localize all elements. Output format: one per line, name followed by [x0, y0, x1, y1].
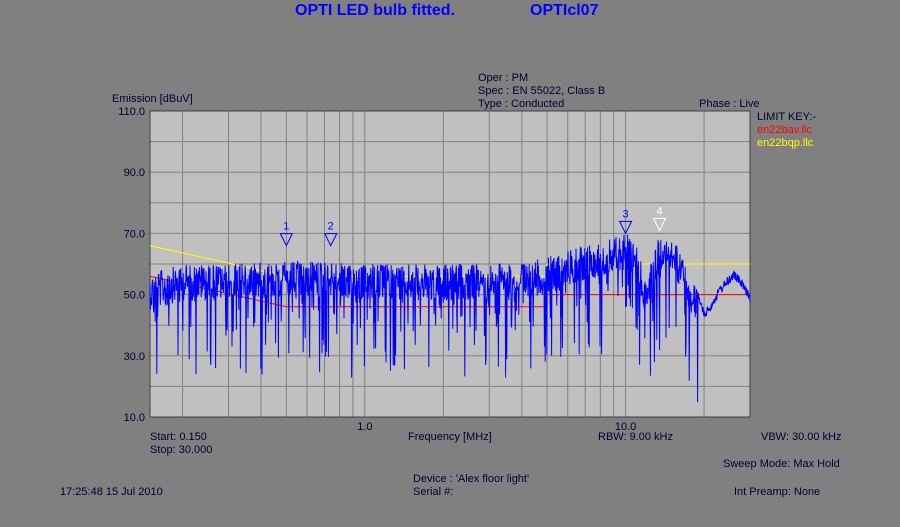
emission-trace	[149, 234, 751, 403]
oper-text: Oper : PM	[478, 72, 529, 84]
marker-3: 3	[618, 208, 633, 235]
file-id: OPTIcl07	[530, 2, 599, 19]
y-tick-label: 90.0	[124, 167, 145, 179]
rbw-text: RBW: 9.00 kHz	[598, 431, 673, 443]
type-text: Type : Conducted	[478, 98, 565, 110]
markers: 1 2 3 4	[279, 205, 667, 247]
limit-key-qp: en22bqp.llc	[757, 137, 814, 149]
sweep-mode: Sweep Mode: Max Hold	[723, 458, 840, 470]
marker-triangle	[618, 220, 633, 235]
marker-4: 4	[652, 205, 667, 232]
y-tick-label: 70.0	[124, 228, 145, 240]
spec-text: Spec : EN 55022, Class B	[478, 85, 606, 97]
timestamp: 17:25:48 15 Jul 2010	[60, 486, 163, 498]
x-tick-label: 1.0	[357, 421, 372, 433]
y-tick-label: 10.0	[124, 412, 145, 424]
y-tick-label: 30.0	[124, 351, 145, 363]
y-axis-label: Emission [dBuV]	[112, 93, 193, 105]
x-tick-label: 10.0	[615, 421, 636, 433]
phase-text: Phase : Live	[699, 98, 760, 110]
marker-2: 2	[323, 221, 338, 247]
grid	[149, 110, 751, 418]
marker-triangle	[323, 233, 338, 247]
trace-layer	[149, 234, 751, 403]
chart-title: OPTI LED bulb fitted.	[295, 2, 455, 19]
x-axis-label: Frequency [MHz]	[408, 431, 492, 443]
marker-triangle	[652, 217, 667, 232]
marker-triangle	[279, 233, 294, 247]
start-freq: Start: 0.150	[150, 431, 207, 443]
y-tick-label: 110.0	[118, 106, 145, 118]
limit-key-title: LIMIT KEY:-	[757, 111, 817, 123]
marker-label: 4	[657, 205, 663, 217]
limit-key-avg: en22bav.llc	[757, 124, 812, 136]
marker-1: 1	[279, 221, 294, 247]
vbw-text: VBW: 30.00 kHz	[761, 431, 842, 443]
stop-freq: Stop: 30.000	[150, 444, 213, 456]
preamp-text: Int Preamp: None	[734, 486, 821, 498]
y-tick-label: 50.0	[124, 290, 145, 302]
marker-label: 2	[328, 221, 334, 233]
serial-text: Serial #:	[413, 486, 454, 498]
marker-label: 1	[283, 221, 289, 233]
device-text: Device : 'Alex floor light'	[413, 473, 530, 485]
tick-labels: 110.0 90.0 70.0 50.0 30.0 10.0 1.0 10.0	[118, 106, 636, 433]
marker-label: 3	[623, 208, 629, 220]
